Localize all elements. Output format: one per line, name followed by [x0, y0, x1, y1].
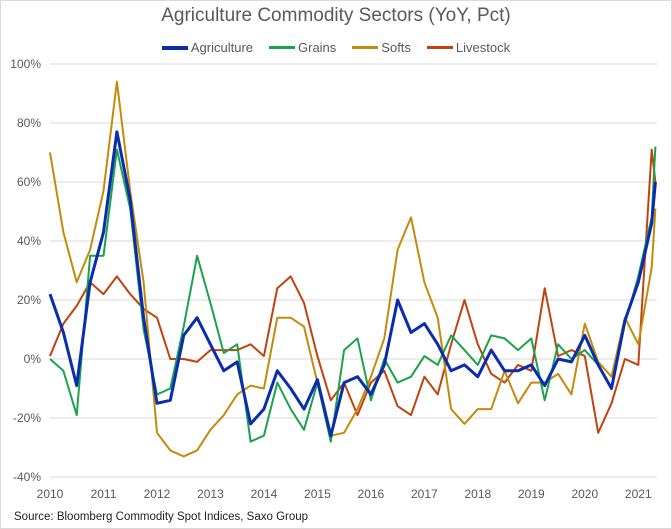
y-tick-label: 60% — [17, 175, 41, 189]
legend-swatch — [352, 46, 379, 49]
x-tick-label: 2017 — [411, 487, 438, 501]
y-tick-label: 20% — [17, 293, 41, 307]
series-line-softs — [49, 80, 657, 458]
chart-title: Agriculture Commodity Sectors (YoY, Pct) — [161, 5, 511, 26]
y-tick-label: 100% — [10, 57, 41, 71]
x-tick-label: 2020 — [571, 487, 598, 501]
x-tick-label: 2021 — [625, 487, 652, 501]
source-note: Source: Bloomberg Commodity Spot Indices… — [14, 511, 309, 523]
legend-swatch — [269, 46, 295, 49]
x-tick-label: 2018 — [464, 487, 491, 501]
legend-item-softs: Softs — [352, 40, 411, 55]
x-tick-label: 2013 — [197, 487, 224, 501]
y-tick-label: 40% — [17, 234, 41, 248]
y-tick-label: -20% — [13, 411, 41, 425]
y-tick-label: 0% — [24, 352, 42, 366]
x-tick-label: 2012 — [144, 487, 171, 501]
x-tick-label: 2019 — [518, 487, 545, 501]
series-line-agriculture — [48, 130, 657, 438]
x-tick-label: 2010 — [37, 487, 64, 501]
legend-label: Grains — [298, 40, 337, 55]
legend-swatch — [426, 46, 453, 49]
legend-swatch — [161, 45, 188, 50]
legend: Agriculture Grains Softs Livestock — [0, 40, 672, 55]
y-tick-label: 80% — [17, 116, 41, 130]
legend-label: Softs — [381, 40, 411, 55]
x-tick-label: 2011 — [91, 487, 117, 501]
legend-item-grains: Grains — [269, 40, 336, 55]
legend-label: Livestock — [455, 40, 511, 55]
legend-label: Agriculture — [190, 40, 253, 55]
series-line-livestock — [49, 148, 657, 434]
legend-item-livestock: Livestock — [426, 40, 511, 55]
x-tick-label: 2016 — [358, 487, 385, 501]
x-tick-label: 2015 — [304, 487, 331, 501]
y-tick-label: -40% — [13, 470, 41, 484]
legend-item-agriculture: Agriculture — [161, 40, 253, 55]
x-tick-label: 2014 — [251, 487, 278, 501]
